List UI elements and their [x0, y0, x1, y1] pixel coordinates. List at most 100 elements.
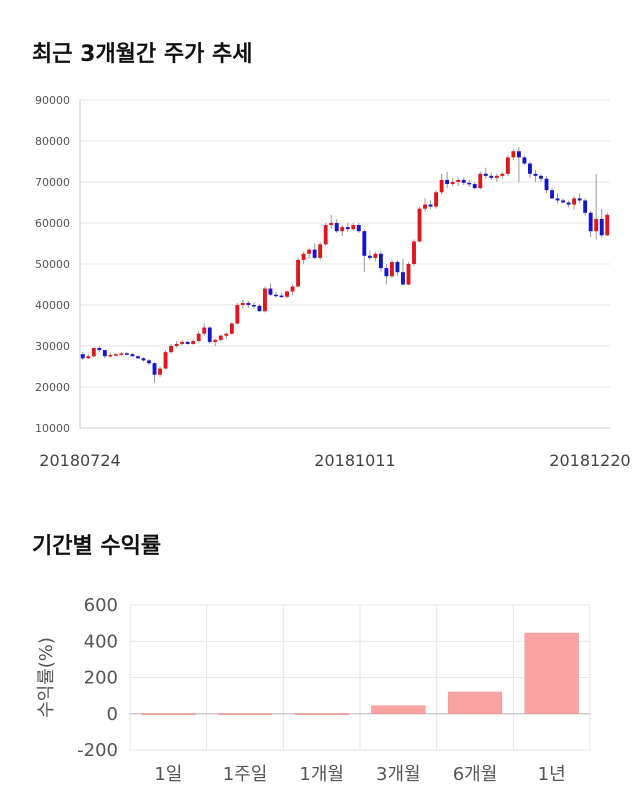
candle-body: [461, 179, 466, 183]
candle-body: [439, 179, 444, 193]
y-tick-label: 200: [84, 668, 118, 689]
candle: [572, 196, 577, 210]
candle-body: [367, 255, 372, 258]
y-tick-label: 80000: [35, 135, 70, 148]
y-axis-label: 수익률(%): [36, 637, 57, 718]
candle-body: [229, 323, 234, 334]
candle: [395, 259, 400, 276]
candlestick-grid: [79, 99, 610, 429]
candle-body: [296, 259, 301, 287]
candle: [566, 200, 571, 208]
x-tick-label: 20181011: [314, 451, 395, 470]
candle-body: [169, 346, 174, 353]
candle: [577, 193, 582, 204]
candle: [268, 283, 273, 296]
candle-body: [263, 288, 267, 312]
candle: [213, 338, 218, 346]
candle: [489, 172, 494, 180]
price-trend-title: 최근 3개월간 주가 추세: [32, 42, 253, 67]
candle: [119, 352, 124, 356]
candle: [312, 243, 317, 260]
candle: [478, 171, 483, 190]
candle: [97, 346, 102, 353]
candle: [202, 323, 207, 336]
candle-body: [185, 341, 190, 344]
candle-body: [472, 184, 477, 189]
candle: [257, 304, 262, 312]
candle-body: [113, 354, 118, 356]
candle-body: [478, 173, 483, 189]
return-bar: [371, 705, 426, 715]
candle: [91, 348, 96, 358]
candle: [516, 147, 521, 182]
x-tick-label: 6개월: [453, 764, 498, 785]
candle: [483, 167, 488, 179]
candle-body: [555, 198, 560, 201]
candle-body: [572, 198, 577, 205]
y-tick-label: 600: [84, 595, 118, 616]
candle: [296, 257, 301, 288]
x-tick-label: 1주일: [223, 764, 268, 785]
y-tick-label: 90000: [35, 94, 70, 107]
candle: [340, 225, 345, 237]
candle-body: [417, 208, 422, 242]
returns-grid: [129, 604, 591, 751]
candle-body: [163, 352, 168, 369]
candle-body: [533, 173, 538, 176]
candle-body: [91, 348, 96, 357]
candle: [351, 223, 356, 231]
candle: [329, 214, 334, 229]
candle: [423, 198, 427, 212]
candle: [147, 359, 151, 366]
candle-body: [434, 192, 439, 207]
y-tick-label: -200: [77, 740, 118, 761]
candle: [500, 171, 505, 179]
candle-body: [605, 214, 610, 236]
candle-body: [246, 302, 251, 305]
candle-body: [423, 204, 427, 209]
candle-body: [147, 360, 151, 364]
candle: [158, 366, 162, 377]
candle: [301, 251, 306, 264]
candle: [307, 248, 312, 259]
candle-body: [378, 253, 383, 269]
candle: [412, 239, 416, 267]
candle-body: [279, 295, 284, 298]
candle: [130, 353, 135, 357]
candle-body: [539, 175, 543, 179]
candle-body: [467, 182, 472, 185]
candle: [362, 229, 367, 273]
candle: [445, 171, 450, 189]
return-bar: [294, 713, 349, 715]
candle: [263, 286, 267, 313]
candle: [522, 155, 527, 165]
y-tick-label: 40000: [35, 299, 70, 312]
candle-body: [290, 286, 295, 292]
candle-body: [351, 225, 356, 230]
candle-body: [340, 227, 345, 232]
candle-body: [577, 198, 582, 201]
candle: [240, 300, 245, 310]
candle-body: [240, 302, 245, 305]
candle-body: [102, 350, 107, 357]
candle: [191, 339, 196, 345]
candle: [367, 250, 372, 261]
candle: [505, 155, 510, 176]
candle: [279, 292, 284, 299]
candle: [428, 200, 433, 210]
candle: [185, 340, 190, 345]
candle-body: [445, 179, 450, 185]
return-bar: [524, 632, 579, 714]
x-tick-label: 1일: [154, 764, 182, 785]
candle: [113, 352, 118, 357]
candle: [152, 362, 157, 383]
candle: [136, 355, 140, 360]
y-tick-label: 30000: [35, 340, 70, 353]
candle-body: [268, 288, 273, 295]
returns-bar-chart: 600 400 200 0 -200 1일 1주일 1개월 3개월 6개월 1년 수익률(%): [36, 595, 591, 785]
candle: [318, 242, 323, 260]
candle-body: [389, 261, 394, 277]
candle-body: [599, 218, 604, 236]
candle-body: [180, 341, 185, 344]
candle-body: [196, 333, 201, 342]
